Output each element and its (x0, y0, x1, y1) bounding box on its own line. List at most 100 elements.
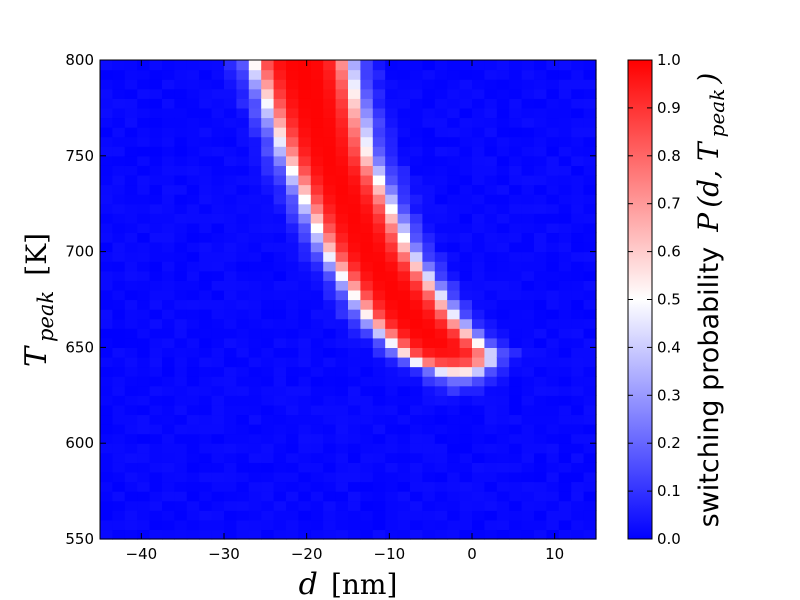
heatmap-cell (496, 174, 510, 186)
heatmap-cell (248, 232, 262, 243)
heatmap-cell (521, 261, 535, 272)
heatmap-cell (174, 471, 188, 483)
heatmap-cell (410, 452, 423, 463)
heatmap-cell (124, 79, 138, 90)
heatmap-cell (174, 376, 188, 387)
heatmap-cell (534, 222, 547, 234)
heatmap-cell (286, 299, 299, 310)
heatmap-cell (348, 261, 361, 272)
heatmap-cell (162, 136, 175, 147)
heatmap-cell (360, 424, 374, 435)
heatmap-cell (434, 366, 448, 377)
heatmap-cell (546, 280, 560, 291)
heatmap-cell (447, 203, 461, 214)
heatmap-cell (447, 328, 461, 339)
heatmap-cell (472, 452, 485, 463)
heatmap-cell (422, 98, 436, 109)
heatmap-cell (447, 174, 461, 186)
heatmap-cell (509, 213, 523, 224)
heatmap-cell (447, 251, 461, 262)
heatmap-cell (310, 165, 324, 176)
heatmap-cell (422, 318, 436, 329)
heatmap-cell (323, 337, 337, 348)
heatmap-cell (496, 481, 510, 492)
heatmap-cell (434, 471, 448, 483)
heatmap-cell (558, 165, 572, 176)
heatmap-cell (298, 481, 312, 492)
heatmap-cell (571, 117, 585, 128)
heatmap-cell (100, 146, 113, 157)
heatmap-cell (372, 385, 386, 396)
heatmap-cell (348, 174, 361, 186)
heatmap-cell (162, 395, 175, 406)
heatmap-cell (199, 98, 213, 109)
heatmap-cell (124, 529, 138, 540)
heatmap-cell (558, 529, 572, 540)
x-tick-label: 10 (545, 545, 564, 563)
heatmap-cell (410, 289, 423, 301)
heatmap-cell (558, 395, 572, 406)
heatmap-cell (484, 318, 498, 329)
heatmap-cell (137, 107, 151, 119)
heatmap-cell (571, 424, 585, 435)
heatmap-cell (397, 356, 411, 368)
heatmap-cell (583, 251, 597, 262)
heatmap-cell (186, 395, 200, 406)
heatmap-cell (248, 366, 262, 377)
heatmap-cell (397, 510, 411, 521)
heatmap-cell (186, 213, 200, 224)
heatmap-cell (286, 471, 299, 483)
heatmap-cell (236, 69, 250, 80)
heatmap-cell (558, 318, 572, 329)
heatmap-cell (224, 232, 237, 243)
heatmap-cell (372, 299, 386, 310)
heatmap-cell (521, 242, 535, 253)
heatmap-cell (521, 88, 535, 99)
heatmap-cell (174, 289, 188, 301)
heatmap-cell (534, 424, 547, 435)
heatmap-cell (397, 107, 411, 119)
heatmap-cell (248, 194, 262, 205)
heatmap-cell (496, 69, 510, 80)
heatmap-cell (323, 299, 337, 310)
heatmap-cell (459, 60, 473, 71)
heatmap-cell (211, 60, 225, 71)
heatmap-cell (558, 232, 572, 243)
heatmap-cell (348, 337, 361, 348)
heatmap-cell (137, 366, 151, 377)
heatmap-cell (211, 347, 225, 358)
heatmap-cell (472, 443, 485, 454)
heatmap-cell (124, 309, 138, 320)
heatmap-cell (348, 203, 361, 214)
heatmap-cell (546, 529, 560, 540)
heatmap-cell (124, 98, 138, 109)
heatmap-cell (521, 500, 535, 511)
heatmap-cell (211, 69, 225, 80)
heatmap-cell (348, 299, 361, 310)
heatmap-cell (298, 385, 312, 396)
heatmap-cell (372, 79, 386, 90)
heatmap-cell (521, 328, 535, 339)
heatmap-cell (534, 452, 547, 463)
heatmap-cell (186, 433, 200, 444)
heatmap-cell (534, 309, 547, 320)
heatmap-cell (162, 242, 175, 253)
heatmap-cell (385, 270, 399, 281)
heatmap-cell (422, 366, 436, 377)
heatmap-cell (199, 309, 213, 320)
heatmap-cell (286, 174, 299, 186)
heatmap-cell (509, 222, 523, 234)
heatmap-cell (571, 328, 585, 339)
heatmap-cell (422, 213, 436, 224)
heatmap-cell (372, 519, 386, 531)
heatmap-cell (372, 443, 386, 454)
heatmap-cell (521, 309, 535, 320)
heatmap-cell (323, 318, 337, 329)
heatmap-cell (348, 270, 361, 281)
heatmap-cell (410, 117, 423, 128)
heatmap-cell (534, 443, 547, 454)
heatmap-cell (199, 433, 213, 444)
heatmap-cell (162, 337, 175, 348)
heatmap-cell (534, 337, 547, 348)
heatmap-cell (422, 60, 436, 71)
